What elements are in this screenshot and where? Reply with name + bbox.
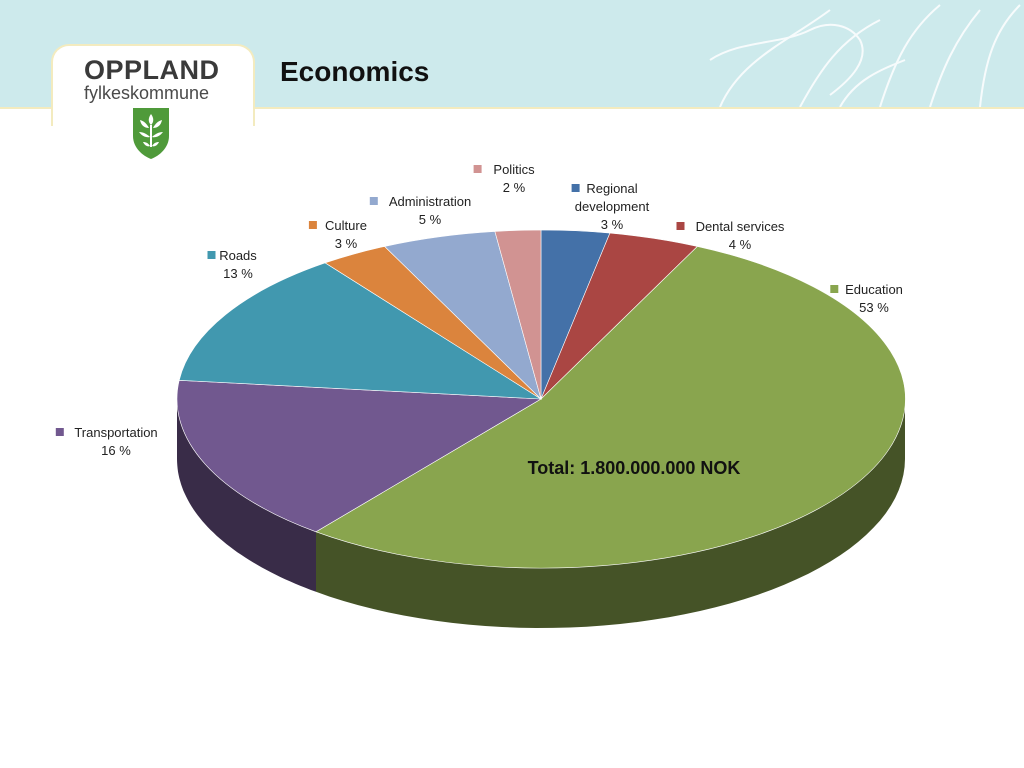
slice-value-label: 3 % xyxy=(335,236,358,251)
legend-swatch xyxy=(369,197,378,205)
legend-swatch xyxy=(207,251,216,259)
page-title: Economics xyxy=(280,56,430,87)
label-roads: Roads 13 % xyxy=(207,248,257,281)
slice-transportation xyxy=(176,379,543,533)
label-regional-development: Regional development 3 % xyxy=(571,181,650,232)
slice-value-label: 3 % xyxy=(601,217,624,232)
slice-politics xyxy=(494,229,542,400)
label-politics: Politics 2 % xyxy=(473,162,535,195)
slice-label-text: Roads xyxy=(219,248,257,263)
slice-label-text: Transportation xyxy=(74,425,157,440)
slice-value-label: 4 % xyxy=(729,237,752,252)
slice-roads xyxy=(178,262,543,400)
slice-value-label: 5 % xyxy=(419,212,442,227)
label-education: Education 53 % xyxy=(830,282,903,315)
logo-title: OPPLAND xyxy=(84,55,220,85)
slice-label-text: development xyxy=(575,199,650,214)
slice-side-transportation xyxy=(177,399,316,592)
crest-icon xyxy=(133,108,169,159)
decorative-swirls xyxy=(709,4,1021,107)
label-dental-services: Dental services 4 % xyxy=(676,219,785,252)
label-administration: Administration 5 % xyxy=(369,194,471,227)
legend-swatch xyxy=(676,222,685,230)
total-label: Total: 1.800.000.000 NOK xyxy=(528,458,741,478)
logo-subtitle: fylkeskommune xyxy=(84,83,210,103)
slice-side-education xyxy=(316,399,905,628)
legend-swatch xyxy=(308,221,317,229)
pie-sides xyxy=(177,399,905,628)
label-transportation: Transportation 16 % xyxy=(55,425,158,458)
label-culture: Culture 3 % xyxy=(308,218,367,251)
slice-value-label: 13 % xyxy=(223,266,253,281)
slice-value-label: 53 % xyxy=(859,300,889,315)
slice-value-label: 16 % xyxy=(101,443,131,458)
slice-label-text: Regional xyxy=(586,181,637,196)
slice-label-text: Administration xyxy=(389,194,471,209)
pie-labels: Regional development 3 % Dental services 4 %… xyxy=(55,162,903,458)
legend-swatch xyxy=(571,184,580,192)
slice-education xyxy=(315,246,906,569)
legend-swatch xyxy=(830,285,839,293)
legend-swatch xyxy=(55,428,64,436)
slice-label-text: Dental services xyxy=(696,219,785,234)
legend-swatch xyxy=(473,165,482,173)
slice-label-text: Education xyxy=(845,282,903,297)
slice-label-text: Culture xyxy=(325,218,367,233)
slice-value-label: 2 % xyxy=(503,180,526,195)
pie-slices xyxy=(176,229,906,569)
slice-label-text: Politics xyxy=(493,162,535,177)
